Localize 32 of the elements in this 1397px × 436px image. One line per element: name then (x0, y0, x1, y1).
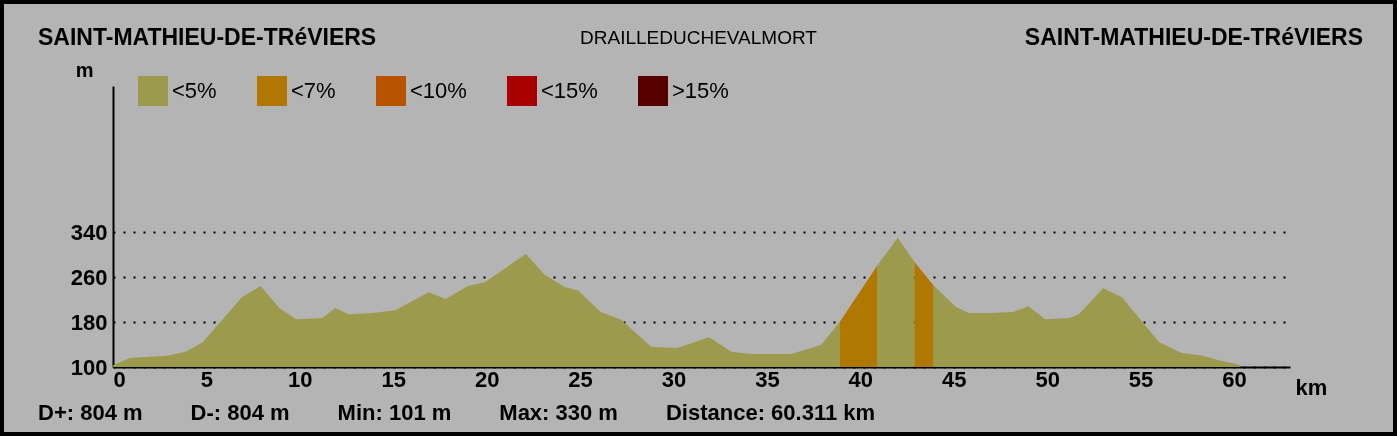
text: SAINT-MATHIEU-DE-TRéVIERS (38, 24, 377, 51)
text: DRAILLEDUCHEVALMORT (580, 27, 817, 49)
x-tick-label: 45 (941, 366, 967, 392)
x-tick-label: 15 (381, 366, 406, 392)
x-tick-label: 35 (755, 366, 780, 392)
x-tick-label: 40 (848, 366, 874, 392)
legend-label: <7% (291, 78, 336, 103)
legend-label: <5% (172, 78, 217, 103)
legend-label: <10% (410, 78, 467, 103)
x-tick-label: 5 (200, 366, 214, 392)
x-axis-title: km (1295, 374, 1328, 400)
y-tick-label: 260 (70, 264, 108, 290)
legend-label: <15% (541, 78, 598, 103)
y-axis-title: m (75, 58, 94, 81)
text: D-: 804 m (190, 400, 290, 426)
text: Min: 101 m (337, 400, 452, 426)
y-tick-label: 100 (70, 354, 108, 380)
x-tick-label: 20 (474, 366, 500, 392)
legend-label: >15% (672, 78, 729, 103)
x-tick-label: 0 (113, 366, 126, 392)
x-tick-label: 25 (568, 366, 593, 392)
text: D+: 804 m (38, 400, 143, 426)
x-tick-label: 30 (661, 366, 687, 392)
text: Max: 330 m (499, 400, 618, 426)
x-tick-label: 60 (1222, 366, 1247, 392)
text: SAINT-MATHIEU-DE-TRéVIERS (1024, 24, 1363, 51)
x-tick-label: 55 (1128, 366, 1154, 392)
x-tick-label: 10 (288, 366, 313, 392)
text: Distance: 60.311 km (665, 400, 876, 426)
x-tick-label: 50 (1035, 366, 1060, 392)
y-tick-label: 340 (70, 219, 108, 245)
y-tick-label: 180 (70, 309, 108, 335)
